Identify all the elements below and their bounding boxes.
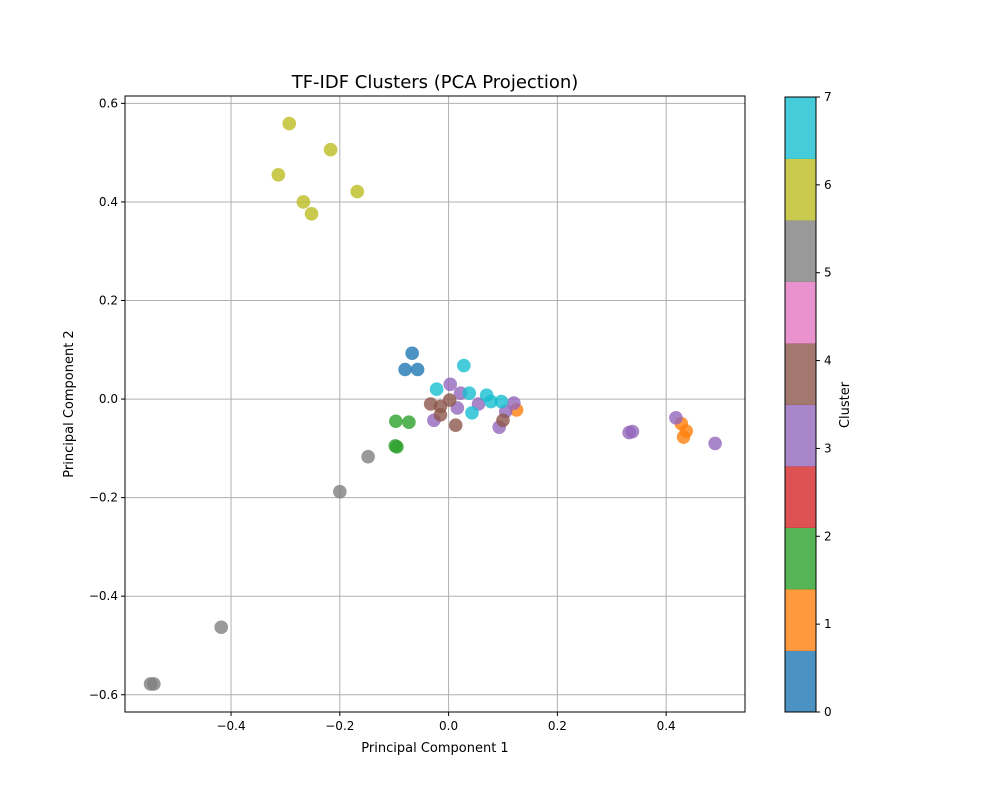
- data-points: [143, 116, 722, 691]
- data-point: [448, 418, 463, 432]
- data-point: [304, 206, 319, 221]
- colorbar-segment: [785, 527, 816, 590]
- x-tick-label: −0.2: [325, 719, 354, 733]
- data-point: [361, 449, 375, 464]
- chart-title: TF-IDF Clusters (PCA Projection): [291, 72, 579, 93]
- data-point: [410, 362, 425, 377]
- data-point: [271, 168, 286, 182]
- colorbar-tick-label: 3: [824, 441, 832, 455]
- data-point: [390, 440, 404, 454]
- colorbar-tick-label: 1: [824, 617, 832, 631]
- colorbar-ticks: 0 1 2 3 4 5 6 7: [816, 90, 832, 719]
- data-point: [625, 424, 640, 439]
- data-point: [494, 394, 509, 409]
- data-point: [389, 414, 403, 429]
- colorbar-tick-label: 0: [824, 705, 832, 719]
- colorbar-segment: [785, 281, 816, 344]
- y-tick-label: −0.4: [89, 589, 118, 603]
- data-point: [443, 377, 458, 392]
- x-axis-ticks: −0.4 −0.2 0.0 0.2 0.4: [216, 712, 676, 733]
- y-tick-label: 0.2: [99, 294, 118, 308]
- data-point: [507, 396, 521, 410]
- y-tick-label: −0.6: [89, 688, 118, 702]
- colorbar-segment: [785, 343, 816, 405]
- y-axis-label: Principal Component 2: [62, 330, 77, 477]
- colorbar-segment: [785, 466, 816, 528]
- colorbar-segment: [785, 589, 816, 651]
- data-point: [496, 413, 510, 428]
- y-tick-label: 0.6: [99, 96, 118, 110]
- data-point: [462, 386, 477, 400]
- data-point: [282, 116, 297, 131]
- x-tick-label: 0.2: [548, 719, 567, 733]
- data-point: [323, 142, 338, 157]
- colorbar-segment: [785, 220, 816, 282]
- colorbar-segment: [785, 158, 816, 221]
- data-point: [333, 484, 347, 499]
- data-point: [433, 408, 448, 422]
- colorbar-segment: [785, 97, 816, 159]
- colorbar-tick-label: 6: [824, 178, 832, 192]
- data-point: [296, 195, 311, 209]
- x-tick-label: 0.0: [439, 719, 458, 733]
- x-axis-label: Principal Component 1: [361, 741, 508, 756]
- colorbar-label: Cluster: [838, 381, 853, 428]
- data-point: [465, 406, 479, 420]
- colorbar-tick-label: 4: [824, 354, 832, 368]
- data-point: [405, 346, 419, 361]
- data-point: [708, 436, 722, 451]
- data-point: [429, 382, 444, 397]
- data-point: [676, 430, 691, 444]
- x-tick-label: 0.4: [657, 719, 676, 733]
- y-axis-ticks: −0.6 −0.4 −0.2 0.0 0.2 0.4 0.6: [89, 96, 125, 702]
- data-point: [398, 362, 412, 377]
- colorbar-segment: [785, 650, 816, 713]
- colorbar: [785, 97, 816, 713]
- y-tick-label: 0.0: [99, 392, 118, 406]
- data-point: [442, 393, 457, 407]
- data-point: [214, 620, 229, 635]
- data-point: [147, 677, 161, 691]
- y-tick-label: −0.2: [89, 491, 118, 505]
- data-point: [402, 415, 416, 430]
- data-point: [484, 394, 498, 409]
- colorbar-tick-label: 7: [824, 90, 832, 104]
- colorbar-segment: [785, 404, 816, 467]
- plot-frame: [124, 95, 746, 713]
- colorbar-tick-label: 2: [824, 529, 832, 543]
- x-tick-label: −0.4: [216, 719, 245, 733]
- colorbar-frame: [784, 96, 817, 713]
- colorbar-tick-label: 5: [824, 266, 832, 280]
- y-tick-label: 0.4: [99, 195, 118, 209]
- data-point: [669, 410, 683, 425]
- data-point: [457, 358, 471, 373]
- data-point: [350, 184, 365, 199]
